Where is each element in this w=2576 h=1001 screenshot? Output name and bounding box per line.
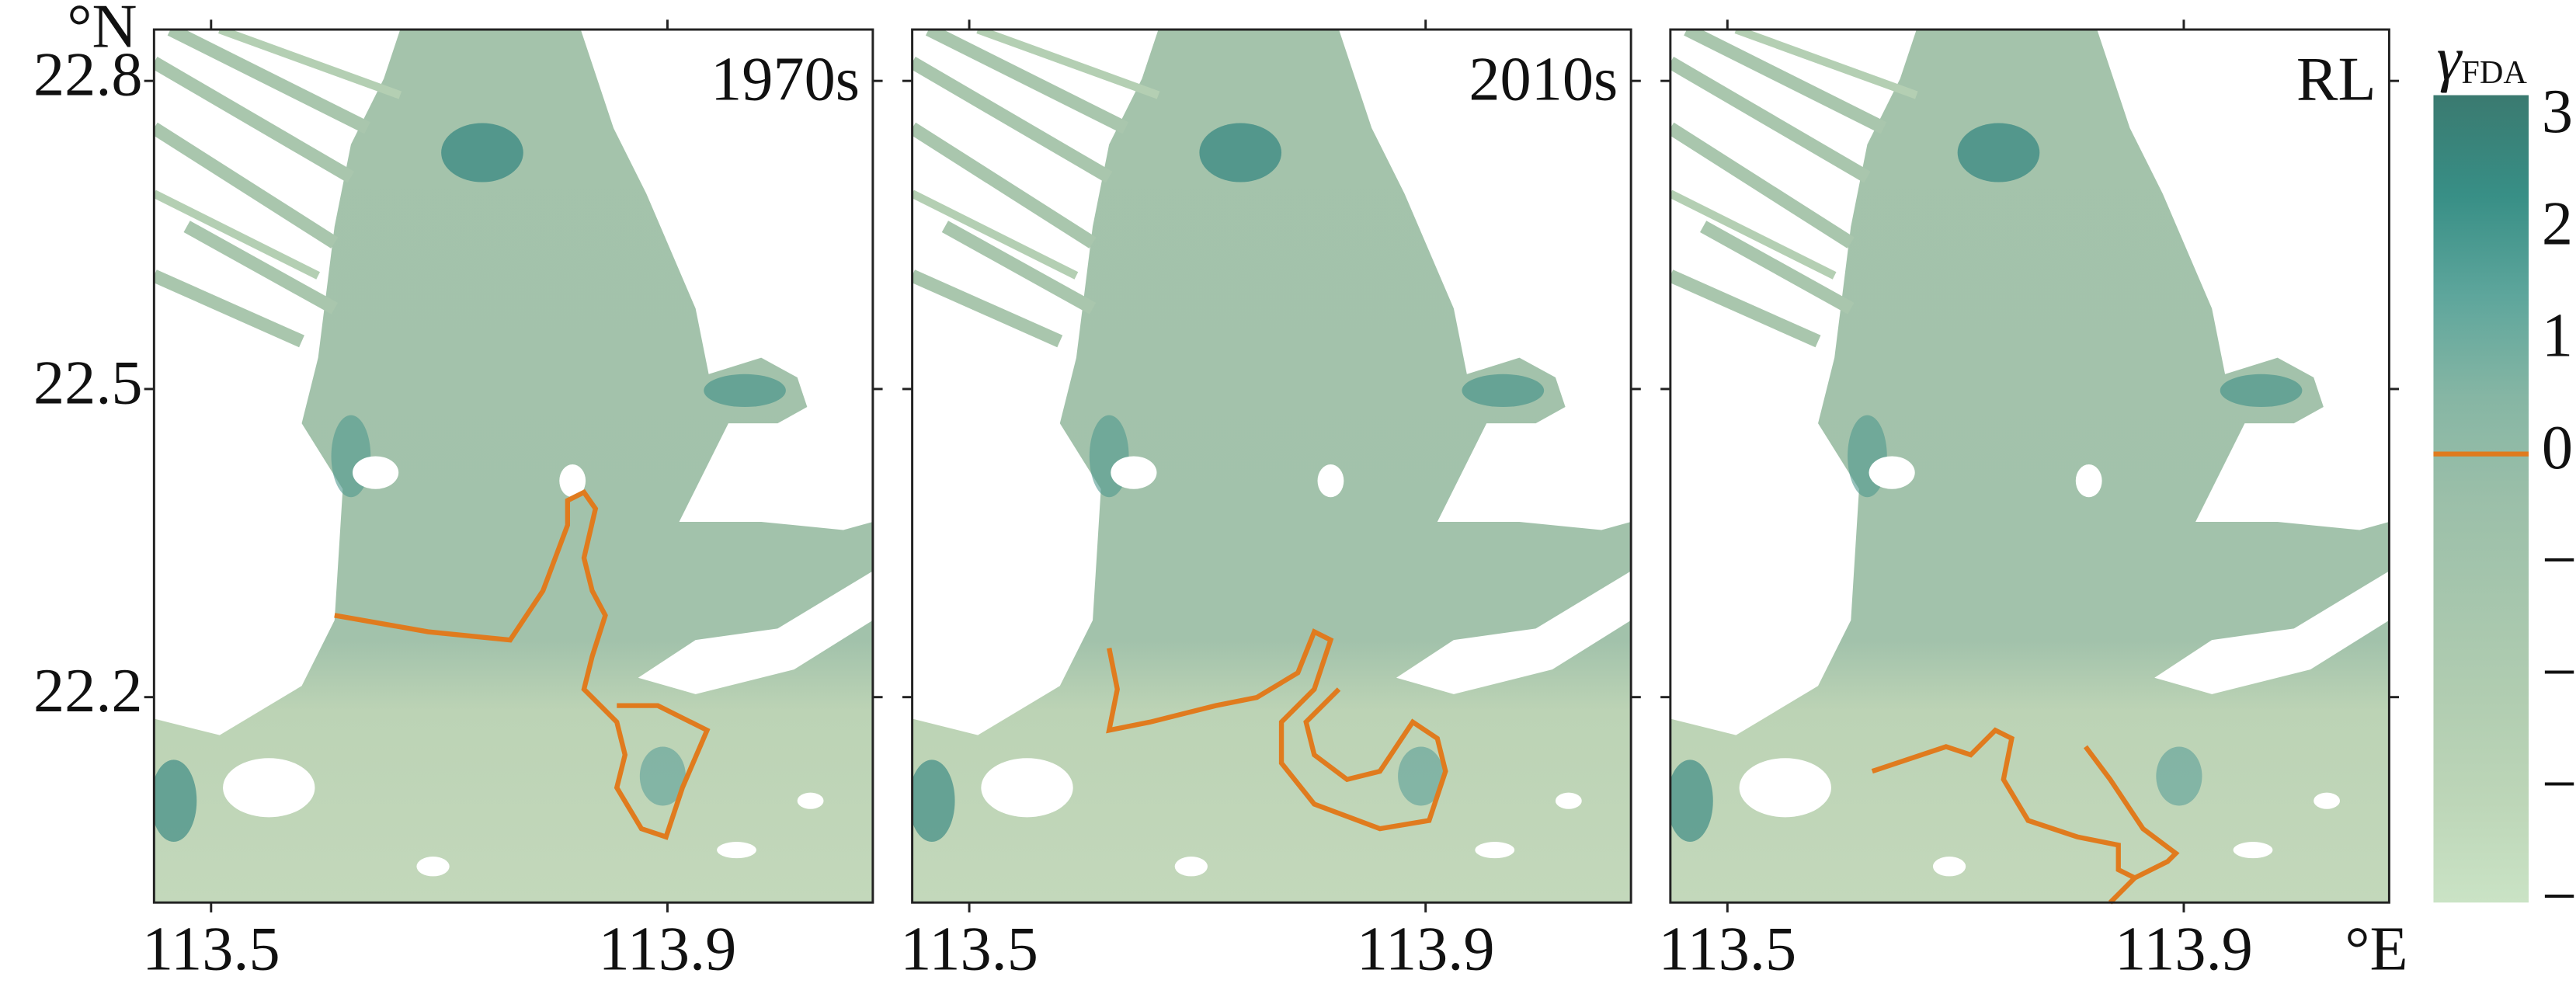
panel-frame <box>911 28 1632 904</box>
colorbar-tick-label: −1 <box>2542 525 2576 594</box>
colorbar-tick-label: 1 <box>2542 301 2573 370</box>
colorbar-tick-label: −4 <box>2542 862 2576 931</box>
colorbar-title: γFDA <box>2437 25 2528 94</box>
x-tick-label: 113.9 <box>2115 914 2253 983</box>
y-tick-label: 22.2 <box>33 656 143 725</box>
x-tick-label: 113.5 <box>1658 914 1796 983</box>
contour-line <box>1871 727 2180 881</box>
zero-contours <box>334 488 2180 905</box>
y-tick-label: 22.5 <box>33 348 143 417</box>
y-tick-label: 22.8 <box>33 40 143 109</box>
panel-frame <box>1669 28 2390 904</box>
colorbar-tick-label: 0 <box>2542 413 2573 482</box>
colorbar-tick-label: 3 <box>2542 77 2573 146</box>
map-rl <box>1667 30 2390 902</box>
x-tick-label: 113.9 <box>599 914 737 983</box>
panel-maps <box>151 30 2389 902</box>
panel-label: 1970s <box>711 44 860 113</box>
contour-line <box>1106 628 1448 832</box>
x-tick-label: 113.5 <box>900 914 1038 983</box>
colorbar <box>2433 95 2529 903</box>
x-unit: °E <box>2345 914 2407 983</box>
contour-line <box>334 488 711 840</box>
panel-label: RL <box>2296 44 2376 113</box>
colorbar-tick-label: 2 <box>2542 189 2573 258</box>
y-unit: °N <box>67 0 137 61</box>
colorbar-symbol: γ <box>2437 25 2463 94</box>
panel-label: 2010s <box>1469 44 1618 113</box>
panel-frame <box>152 28 874 904</box>
colorbar-tick-label: −3 <box>2542 749 2576 819</box>
colorbar-subscript: FDA <box>2461 54 2527 91</box>
contour-line <box>2108 876 2137 905</box>
map-2010s <box>909 30 1631 902</box>
x-tick-label: 113.5 <box>142 914 280 983</box>
map-1970s <box>151 30 873 902</box>
x-tick-label: 113.9 <box>1357 914 1495 983</box>
colorbar-tick-label: −2 <box>2542 638 2576 707</box>
